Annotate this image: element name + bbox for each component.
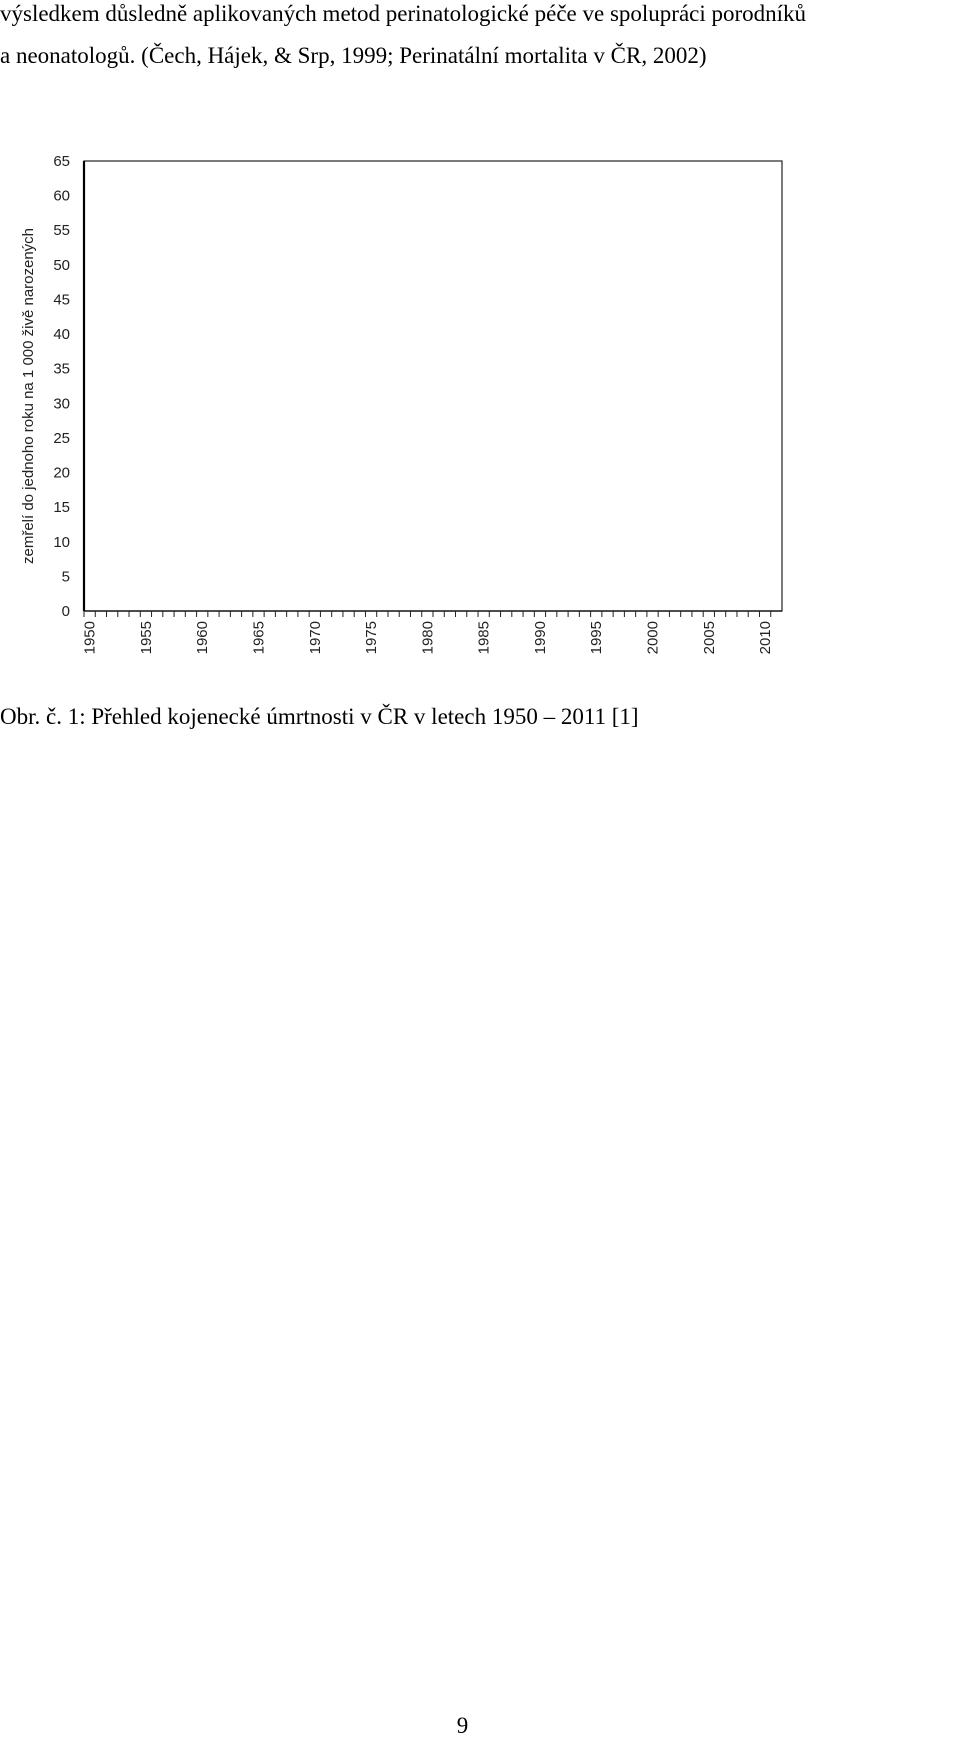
- y-tick-label: 50: [53, 257, 70, 274]
- chart-y-tick-labels: 0 5 10 15 20 25 30 35 40 45 50 55 60 65: [53, 153, 70, 620]
- y-tick-label: 15: [53, 499, 70, 516]
- y-tick-label: 5: [62, 568, 70, 585]
- infant-mortality-chart: 0 5 10 15 20 25 30 35 40 45 50 55 60 65 1950 1955 1960 1…: [0, 140, 800, 680]
- y-tick-label: 60: [53, 188, 70, 205]
- y-tick-label: 0: [62, 603, 70, 620]
- x-tick-label: 2005: [701, 621, 718, 654]
- x-tick-label: 2000: [645, 621, 662, 654]
- y-tick-label: 25: [53, 430, 70, 447]
- x-tick-label: 1970: [307, 621, 324, 654]
- y-tick-label: 55: [53, 222, 70, 239]
- y-tick-label: 35: [53, 361, 70, 378]
- y-tick-label: 65: [53, 153, 70, 170]
- paragraph-line-2: a neonatologů. (Čech, Hájek, & Srp, 1999…: [0, 43, 707, 68]
- page-number: 9: [456, 1713, 469, 1738]
- x-tick-label: 1960: [194, 621, 211, 654]
- y-tick-label: 45: [53, 291, 70, 308]
- x-tick-label: 1995: [588, 621, 605, 654]
- y-axis-label: zemřelí do jednoho roku na 1 000 živě na…: [20, 228, 37, 564]
- chart-axes: [82, 160, 783, 617]
- x-tick-label: 1975: [363, 621, 380, 654]
- x-tick-label: 1950: [82, 621, 99, 654]
- y-tick-label: 20: [53, 465, 70, 482]
- x-tick-label: 1980: [419, 621, 436, 654]
- plot-area-border: [83, 160, 783, 612]
- y-tick-label: 30: [53, 395, 70, 412]
- x-tick-label: 1965: [251, 621, 268, 654]
- chart-x-tick-labels: 1950 1955 1960 1965 1970 1975 1980 1985 1990 1995…: [82, 621, 774, 654]
- x-tick-label: 2010: [757, 621, 774, 654]
- x-tick-label: 1985: [476, 621, 493, 654]
- x-tick-label: 1990: [532, 621, 549, 654]
- y-tick-label: 10: [53, 534, 70, 551]
- x-tick-label: 1955: [138, 621, 155, 654]
- y-tick-label: 40: [53, 326, 70, 343]
- figure-caption: Obr. č. 1: Přehled kojenecké úmrtnosti v…: [0, 704, 639, 729]
- paragraph-line-1: výsledkem důsledně aplikovaných metod pe…: [0, 1, 807, 26]
